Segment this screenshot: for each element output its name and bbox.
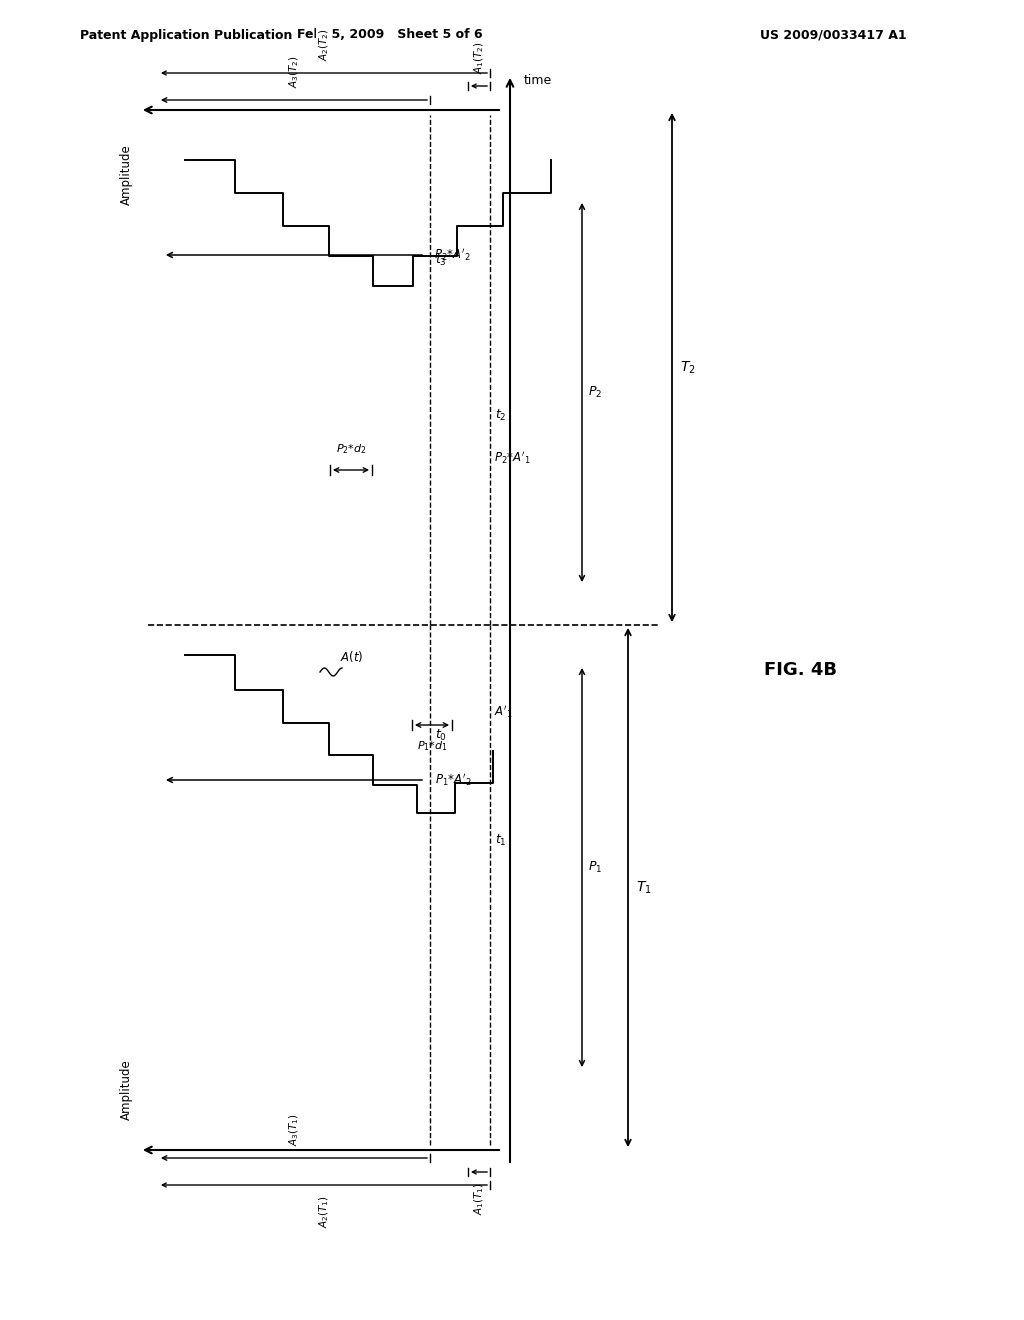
Text: FIG. 4B: FIG. 4B [764,661,837,678]
Text: $P_2{*}A'_1$: $P_2{*}A'_1$ [494,450,530,466]
Text: $P_2{*}d_2$: $P_2{*}d_2$ [336,442,367,455]
Text: $A_3(T_1)$: $A_3(T_1)$ [287,1113,301,1146]
Text: $T_1$: $T_1$ [636,879,651,896]
Text: $T_2$: $T_2$ [680,359,695,376]
Text: $t_1$: $t_1$ [495,833,507,847]
Text: $A_2(T_2)$: $A_2(T_2)$ [317,28,331,61]
Text: Amplitude: Amplitude [120,1060,132,1121]
Text: Feb. 5, 2009   Sheet 5 of 6: Feb. 5, 2009 Sheet 5 of 6 [297,29,482,41]
Text: $A_2(T_1)$: $A_2(T_1)$ [317,1195,331,1228]
Text: $A_1(T_1)$: $A_1(T_1)$ [472,1181,485,1214]
Text: time: time [524,74,552,87]
Text: $P_1$: $P_1$ [588,859,602,875]
Text: $A'_1$: $A'_1$ [494,704,513,721]
Text: $A_3(T_2)$: $A_3(T_2)$ [287,55,301,88]
Text: $t_2$: $t_2$ [495,408,507,422]
Text: $A_1(T_2)$: $A_1(T_2)$ [472,41,485,74]
Text: $t_0$: $t_0$ [435,727,446,743]
Text: $P_2$: $P_2$ [588,385,602,400]
Text: $A(t)$: $A(t)$ [340,649,364,664]
Text: US 2009/0033417 A1: US 2009/0033417 A1 [760,29,906,41]
Text: $P_1{*}A'_2$: $P_1{*}A'_2$ [435,772,472,788]
Text: $P_2{*}A'_2$: $P_2{*}A'_2$ [434,247,471,263]
Text: $t_3$: $t_3$ [435,252,446,268]
Text: $P_1{*}d_1$: $P_1{*}d_1$ [417,739,447,752]
Text: Amplitude: Amplitude [120,145,132,206]
Text: Patent Application Publication: Patent Application Publication [80,29,293,41]
